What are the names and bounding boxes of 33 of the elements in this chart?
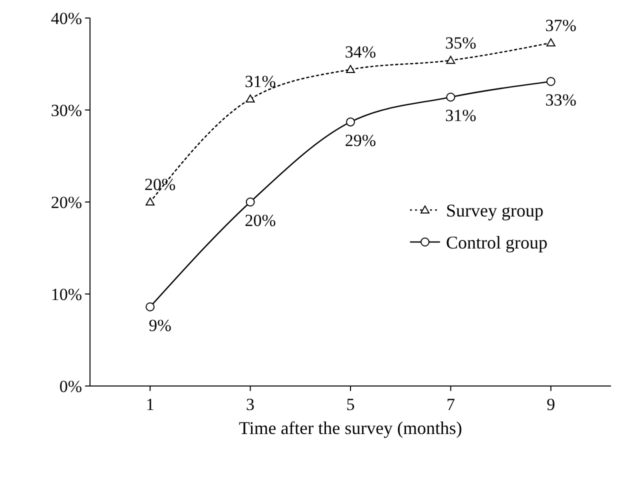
x-tick-label: 9	[546, 395, 556, 414]
point	[546, 38, 556, 46]
legend-label: Survey group	[446, 200, 544, 220]
point	[146, 302, 155, 312]
x-tick-label: 1	[146, 395, 154, 414]
data-label: 29%	[344, 130, 376, 150]
point	[446, 56, 456, 64]
data-label: 20%	[244, 211, 276, 230]
data-label: 34%	[344, 42, 376, 62]
point	[346, 117, 355, 126]
data-label: 31%	[445, 106, 476, 126]
x-tick-label: 5	[346, 395, 355, 414]
x-axis-title: Time after the survey (months)	[238, 418, 462, 438]
data-label: 37%	[545, 16, 576, 35]
point	[546, 76, 556, 86]
point	[246, 94, 255, 102]
y-tick-label: 10%	[50, 284, 82, 304]
y-tick-label: 20%	[50, 192, 82, 212]
point	[146, 198, 155, 206]
data-label: 9%	[148, 316, 172, 335]
data-label: 35%	[445, 33, 476, 52]
y-tick-label: 40%	[50, 8, 82, 28]
data-label: 20%	[144, 175, 176, 194]
legend-label: Control group	[446, 232, 548, 252]
point	[246, 198, 255, 206]
point	[346, 65, 355, 74]
data-label: 33%	[545, 90, 576, 110]
data-label: 31%	[244, 72, 276, 91]
y-tick-label: 30%	[50, 100, 82, 120]
y-tick-label: 0%	[59, 376, 82, 396]
x-tick-label: 7	[446, 395, 456, 414]
point	[446, 92, 456, 102]
x-tick-label: 3	[246, 395, 255, 414]
